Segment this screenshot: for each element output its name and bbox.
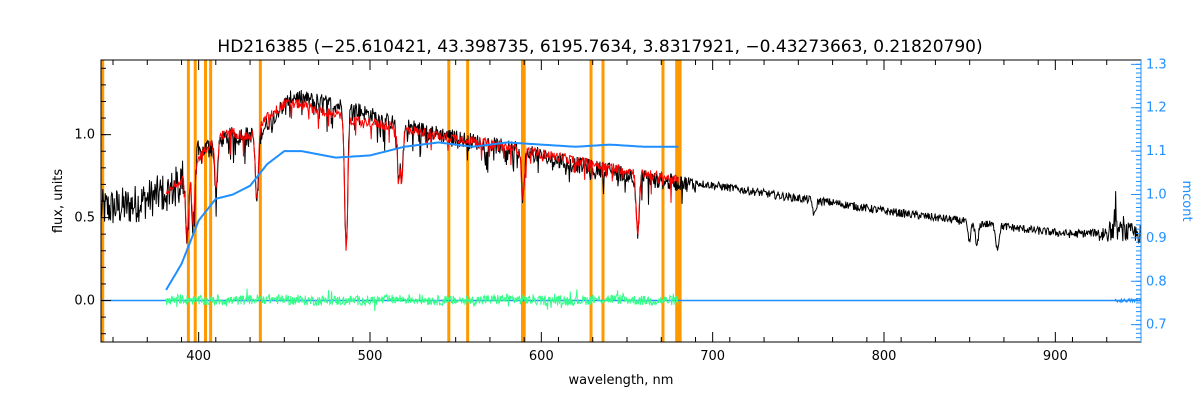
x-tick-label: 500 — [358, 349, 383, 364]
continuum-line — [165, 141, 679, 291]
y-axis-label: flux, units — [51, 169, 66, 234]
x-axis-label: wavelength, nm — [569, 373, 674, 388]
x-tick-label: 800 — [872, 349, 897, 364]
series-group — [101, 89, 1141, 312]
x-tick-label: 900 — [1043, 349, 1068, 364]
x-tick-label: 600 — [529, 349, 554, 364]
y-tick-label: 0.5 — [74, 211, 95, 226]
y2-tick-label: 0.7 — [1146, 318, 1167, 333]
y-axis-right: 0.7 0.8 0.9 1.0 1.1 1.2 1.3 — [1131, 57, 1167, 342]
y2-tick-label: 1.2 — [1146, 101, 1167, 116]
y-tick-label: 0.0 — [74, 294, 95, 309]
y-axis-left: 0.0 0.5 1.0 — [74, 67, 111, 335]
observed-spectrum-line — [101, 89, 1141, 251]
x-axis: 400 500 600 700 800 900 — [112, 60, 1142, 364]
x-tick-label: 400 — [186, 349, 211, 364]
zero-line-noise — [1114, 297, 1141, 304]
y2-tick-label: 1.0 — [1146, 187, 1167, 202]
y2-tick-label: 1.1 — [1146, 144, 1167, 159]
chart-title: HD216385 (−25.610421, 43.398735, 6195.76… — [217, 37, 982, 57]
model-spectrum-line — [165, 98, 679, 251]
x-tick-label: 700 — [700, 349, 725, 364]
y2-tick-label: 1.3 — [1146, 57, 1167, 72]
residual-line — [165, 288, 679, 312]
y-tick-label: 1.0 — [74, 128, 95, 143]
y2-tick-label: 0.9 — [1146, 231, 1167, 246]
mask-lines — [101, 60, 682, 342]
y2-tick-label: 0.8 — [1146, 274, 1167, 289]
y2-axis-label: mcont — [1179, 180, 1194, 221]
